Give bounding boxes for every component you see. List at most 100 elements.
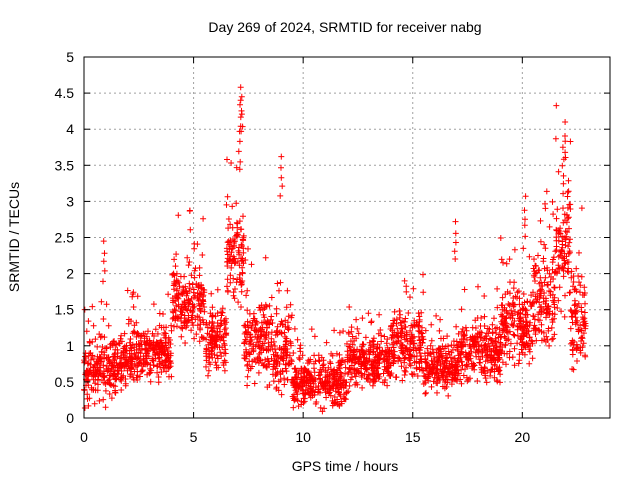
data-point xyxy=(149,330,156,337)
data-point xyxy=(291,365,298,372)
data-point xyxy=(552,135,559,142)
data-point xyxy=(100,258,107,265)
data-point xyxy=(158,337,164,344)
data-point xyxy=(551,301,558,308)
data-point xyxy=(98,298,105,305)
data-point xyxy=(118,377,125,384)
data-point xyxy=(370,335,377,342)
data-point xyxy=(209,345,216,352)
data-point xyxy=(117,335,124,342)
data-point xyxy=(491,315,497,322)
data-point xyxy=(351,360,358,366)
data-point xyxy=(298,398,305,405)
data-point xyxy=(243,346,249,353)
data-point xyxy=(532,278,538,284)
data-point xyxy=(560,273,567,280)
data-point xyxy=(259,324,266,331)
data-point xyxy=(260,311,267,318)
data-point xyxy=(416,359,423,366)
data-point xyxy=(397,319,404,326)
data-point xyxy=(224,258,231,265)
data-point xyxy=(568,268,575,275)
data-point xyxy=(572,319,579,326)
data-point xyxy=(407,294,413,301)
data-point xyxy=(251,380,258,387)
data-point xyxy=(517,325,524,331)
data-point xyxy=(572,286,579,293)
data-point xyxy=(121,330,128,337)
data-point xyxy=(236,275,243,281)
data-point xyxy=(272,346,278,353)
data-point xyxy=(255,369,262,376)
y-tick-label: 3.5 xyxy=(55,157,75,173)
data-point xyxy=(414,373,421,379)
data-point xyxy=(248,325,255,331)
data-point xyxy=(364,375,371,382)
data-point xyxy=(521,207,528,214)
data-point xyxy=(185,303,192,310)
data-point xyxy=(499,294,506,301)
data-point xyxy=(559,162,566,169)
data-point xyxy=(399,328,406,335)
data-point xyxy=(190,304,197,311)
data-point xyxy=(237,97,244,104)
data-point xyxy=(230,243,237,250)
data-point xyxy=(316,369,323,376)
data-point xyxy=(491,374,498,381)
data-point xyxy=(209,318,216,325)
data-point xyxy=(536,327,543,334)
data-point xyxy=(338,384,345,391)
data-point xyxy=(246,310,253,317)
data-point xyxy=(413,365,420,372)
data-point xyxy=(565,177,572,184)
data-point xyxy=(506,348,513,355)
y-tick-label: 4.5 xyxy=(55,85,75,101)
data-point xyxy=(227,243,234,250)
data-point xyxy=(497,235,504,241)
data-point xyxy=(147,378,154,385)
data-point xyxy=(205,341,212,348)
data-point xyxy=(283,304,290,311)
data-point xyxy=(376,311,383,318)
data-point xyxy=(265,331,272,337)
data-point xyxy=(482,358,489,365)
data-point xyxy=(271,357,278,364)
data-point xyxy=(85,360,92,367)
data-point xyxy=(463,351,470,358)
data-point xyxy=(355,330,362,337)
data-point xyxy=(154,362,160,369)
data-point xyxy=(478,366,485,373)
data-point xyxy=(229,203,236,210)
data-point xyxy=(274,323,281,330)
data-point xyxy=(398,363,405,370)
data-point xyxy=(551,284,558,291)
data-point xyxy=(395,330,402,336)
data-point xyxy=(460,343,466,350)
data-point xyxy=(518,346,525,353)
data-point xyxy=(208,337,215,344)
data-point xyxy=(170,309,177,316)
data-point xyxy=(440,335,447,342)
data-point xyxy=(187,226,194,233)
data-point xyxy=(354,381,361,388)
data-point xyxy=(127,342,134,349)
data-point xyxy=(420,271,426,278)
data-point xyxy=(344,358,351,365)
data-point xyxy=(155,351,162,358)
data-point xyxy=(581,309,588,316)
data-point xyxy=(224,156,230,163)
y-tick-label: 2 xyxy=(66,266,74,282)
data-point xyxy=(256,304,263,311)
data-point xyxy=(177,315,184,322)
data-point xyxy=(549,310,556,317)
data-point xyxy=(230,236,236,243)
data-point xyxy=(331,376,338,383)
y-tick-label: 0 xyxy=(66,410,74,426)
data-point xyxy=(311,365,317,372)
data-point xyxy=(268,329,275,336)
data-point xyxy=(131,361,138,367)
data-point xyxy=(285,313,292,320)
data-point xyxy=(94,377,101,384)
data-point xyxy=(406,351,412,358)
data-point xyxy=(158,369,165,375)
